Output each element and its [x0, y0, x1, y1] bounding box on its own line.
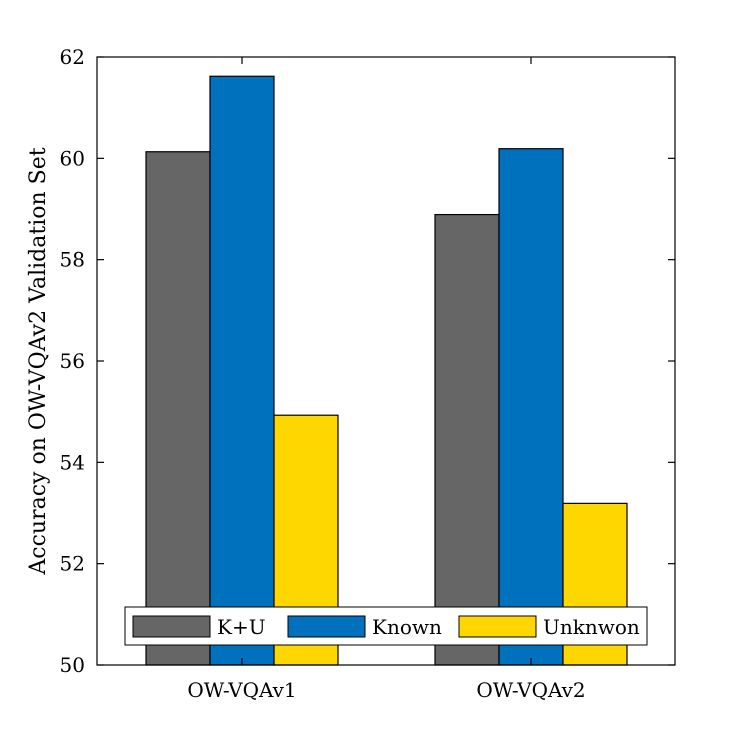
y-tick-label: 50	[60, 653, 85, 677]
legend-label: Known	[372, 615, 442, 639]
y-tick-label: 56	[60, 349, 85, 373]
y-tick-label: 52	[60, 552, 85, 576]
legend-swatch-known	[287, 615, 366, 638]
bar-k-u-ow-vqav2	[434, 213, 500, 666]
legend: K+U Known Unknwon	[124, 606, 648, 646]
legend-label: K+U	[217, 615, 266, 639]
y-tick-label: 60	[60, 146, 85, 170]
legend-box	[124, 606, 648, 646]
legend-swatch-k-u	[132, 615, 211, 638]
bar-known-ow-vqav1	[209, 75, 275, 666]
y-tick-label: 58	[60, 248, 85, 272]
bar-k-u-ow-vqav1	[145, 151, 211, 666]
y-axis-title: Accuracy on OW-VQAv2 Validation Set	[26, 147, 51, 575]
x-tick-label: OW-VQAv1	[187, 678, 296, 702]
x-tick-label: OW-VQAv2	[476, 678, 585, 702]
y-tick-label: 54	[60, 450, 85, 474]
y-tick-label: 62	[60, 45, 85, 69]
bar-known-ow-vqav2	[498, 148, 564, 666]
axes-group: 50 52 54 56 58 60 62 OW-VQAv1 OW-VQAv2	[60, 45, 676, 702]
legend-label: Unknwon	[543, 615, 640, 639]
legend-swatch-unknwon	[458, 615, 537, 638]
